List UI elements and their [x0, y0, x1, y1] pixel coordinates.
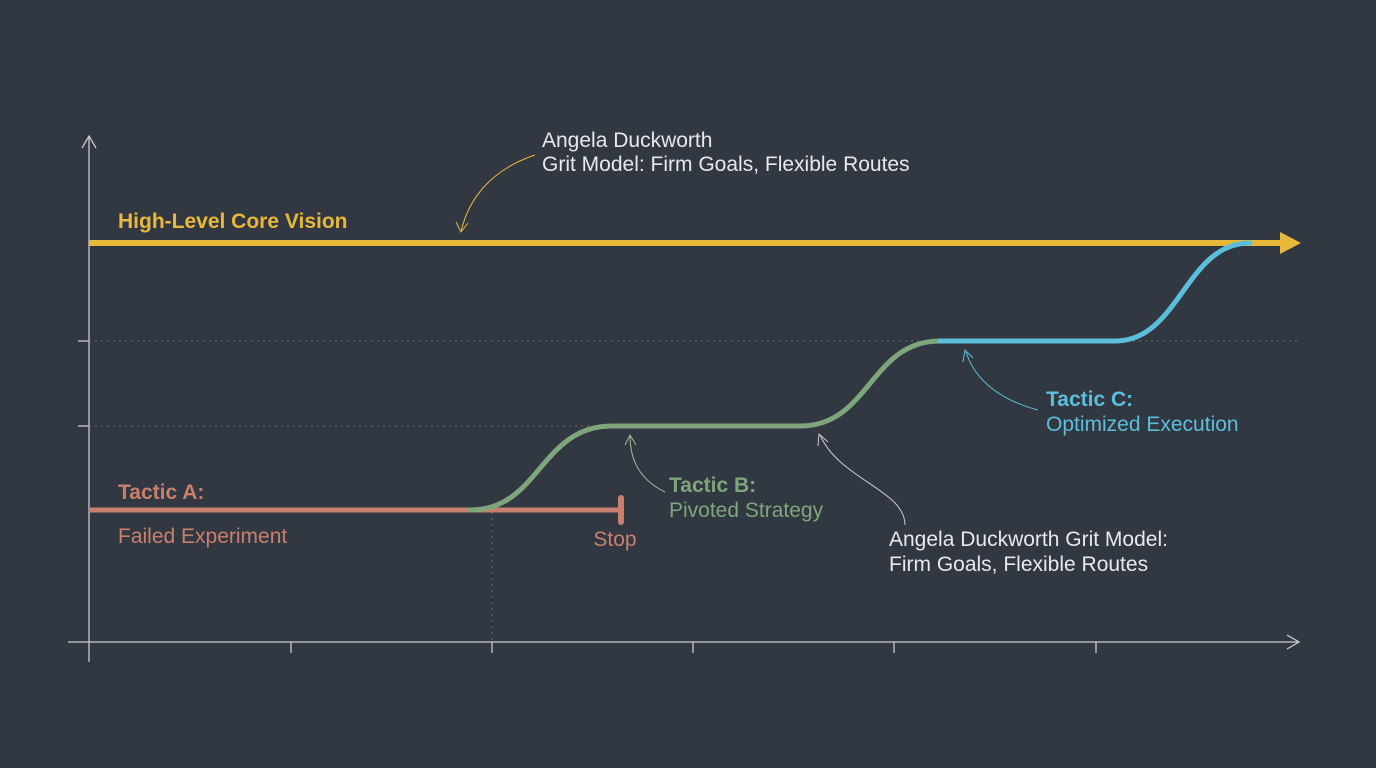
pointer — [629, 435, 666, 493]
pointer-head — [624, 433, 637, 446]
tactic-subtitle: Failed Experiment — [118, 525, 287, 548]
vision-label: High-Level Core Vision — [118, 210, 348, 233]
pointer-head — [817, 432, 829, 447]
tactic-title: Tactic B: — [669, 474, 756, 497]
tactic-c-line — [937, 240, 1253, 344]
tactic-subtitle: Pivoted Strategy — [669, 499, 824, 522]
vision-arrow — [1280, 232, 1301, 254]
pointer — [965, 351, 1039, 411]
pointer-head — [455, 221, 469, 233]
pointer-head — [962, 348, 974, 363]
annotation-text: Firm Goals, Flexible Routes — [889, 553, 1148, 576]
tactic-b-line — [467, 338, 943, 513]
pointers — [455, 154, 1039, 526]
annotation-text: Grit Model: Firm Goals, Flexible Routes — [542, 153, 910, 176]
annotation-text: Angela Duckworth — [542, 129, 712, 152]
annotation-text: Angela Duckworth Grit Model: — [889, 528, 1168, 551]
axes — [68, 134, 1301, 662]
stop-label: Stop — [593, 528, 636, 551]
tactic-subtitle: Optimized Execution — [1046, 413, 1239, 436]
tactic-title: Tactic C: — [1046, 388, 1133, 411]
pointer — [819, 434, 906, 526]
tactic-title: Tactic A: — [118, 481, 204, 504]
y-axis-arrow — [81, 134, 97, 149]
x-axis-arrow — [1286, 634, 1301, 650]
pointer — [460, 154, 536, 233]
